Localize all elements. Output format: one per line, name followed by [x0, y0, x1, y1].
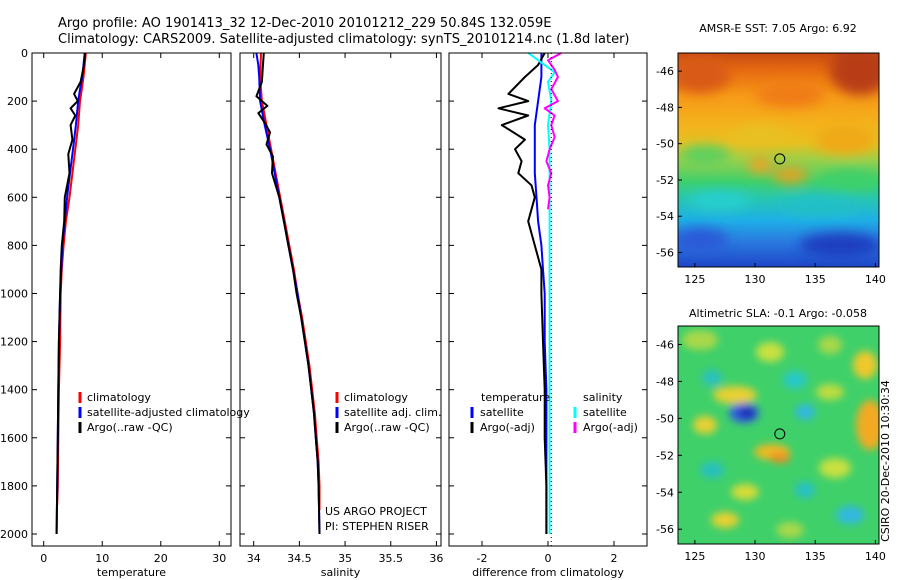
x-tick-label: 36 [429, 552, 443, 565]
legend-group-title: temperature [481, 391, 550, 404]
map-y-tick-label: -48 [656, 101, 674, 114]
map-y-tick-label: -50 [656, 138, 674, 151]
y-tick-label: 800 [7, 239, 28, 252]
map-y-tick-label: -54 [656, 210, 674, 223]
series-line-2 [497, 52, 548, 534]
map-y-tick-label: -56 [656, 523, 674, 536]
sst-map-axes: 125 130 135 140 -46 -48 -50 -52 -54 -56 [656, 65, 886, 286]
series-line-1 [259, 52, 321, 510]
map-y-tick-label: -50 [656, 412, 674, 425]
sla-map-title: Altimetric SLA: -0.1 Argo: -0.058 [689, 307, 867, 320]
map-y-tick-label: -46 [656, 338, 674, 351]
y-tick-label: 200 [7, 95, 28, 108]
sla-map-axes: 125 130 135 140 -46 -48 -50 -52 -54 -56 [656, 338, 886, 563]
map-x-tick-label: 140 [865, 273, 886, 286]
x-tick-label: 0 [40, 552, 47, 565]
legend-label: Argo(-adj) [583, 421, 638, 434]
series-line-3 [55, 52, 87, 535]
x-tick-label: 35.5 [379, 552, 404, 565]
legend-label: Argo(-adj) [480, 421, 535, 434]
plot-frame [239, 52, 442, 547]
sst-map-title: AMSR-E SST: 7.05 Argo: 6.92 [699, 22, 857, 35]
y-tick-label: 1000 [0, 287, 28, 300]
timestamp-stamp: CSIRO 20-Dec-2010 10:30:34 [879, 380, 892, 542]
sla-argo-location-marker [774, 428, 786, 440]
map-x-tick-label: 125 [684, 273, 705, 286]
x-axis-label: temperature [97, 566, 166, 579]
sla-map-frame [677, 325, 880, 545]
map-y-tick-label: -52 [656, 449, 674, 462]
credit-pi: PI: STEPHEN RISER [325, 520, 429, 533]
y-tick-label: 400 [7, 143, 28, 156]
sst-field [678, 53, 879, 267]
legend-label: satellite [480, 406, 524, 419]
map-x-tick-label: 130 [745, 550, 766, 563]
y-tick-label: 1600 [0, 432, 28, 445]
legend-label: satellite [583, 406, 627, 419]
map-y-tick-label: -46 [656, 65, 674, 78]
x-tick-label: 0 [545, 552, 552, 565]
map-x-tick-label: 130 [745, 273, 766, 286]
figure-title-line2: Climatology: CARS2009. Satellite-adjuste… [58, 32, 630, 47]
sst-map: AMSR-E SST: 7.05 Argo: 6.92 125 130 135 140… [656, 22, 886, 286]
sla-map: Altimetric SLA: -0.1 Argo: -0.058 [656, 307, 886, 563]
legend-label: satellite-adjusted climatology [87, 406, 250, 419]
sst-argo-location-marker [774, 153, 786, 165]
x-tick-label: 34.5 [287, 552, 312, 565]
map-x-tick-label: 135 [805, 273, 826, 286]
sla-field [678, 326, 879, 544]
legend-label: Argo(..raw -QC) [87, 421, 173, 434]
series-line-3 [255, 52, 321, 535]
map-y-tick-label: -56 [656, 246, 674, 259]
credit-project: US ARGO PROJECT [325, 505, 427, 518]
map-x-tick-label: 125 [684, 550, 705, 563]
x-axis-label: salinity [321, 566, 361, 579]
map-y-tick-label: -48 [656, 375, 674, 388]
legend-group-title: salinity [583, 391, 623, 404]
x-tick-label: -2 [477, 552, 488, 565]
salinity-panel: 34 34.5 35 35.5 36 salinity climatology satelli… [239, 52, 443, 579]
sst-map-frame [677, 52, 880, 268]
y-tick-label: 1200 [0, 336, 28, 349]
y-tick-label: 2000 [0, 528, 28, 541]
x-tick-label: 20 [154, 552, 168, 565]
x-tick-label: 10 [95, 552, 109, 565]
legend-label: climatology [344, 391, 408, 404]
map-x-tick-label: 140 [865, 550, 886, 563]
x-axis-label: difference from climatology [472, 566, 624, 579]
y-tick-label: 0 [21, 47, 28, 60]
y-tick-label: 1800 [0, 480, 28, 493]
map-y-tick-label: -54 [656, 486, 674, 499]
y-tick-label: 600 [7, 191, 28, 204]
x-tick-label: 2 [611, 552, 618, 565]
series-line-4 [543, 52, 562, 210]
legend-label: satellite adj. clim. [344, 406, 441, 419]
series-line-1 [533, 53, 548, 534]
x-tick-label: 35 [338, 552, 352, 565]
x-tick-label: 34 [247, 552, 261, 565]
map-y-tick-label: -52 [656, 174, 674, 187]
y-tick-label: 1400 [0, 384, 28, 397]
x-tick-label: 30 [212, 552, 226, 565]
legend-label: Argo(..raw -QC) [344, 421, 430, 434]
temperature-panel: 0 10 20 30 0 200 400 600 800 1000 1200 1400 1600 1800… [0, 47, 250, 579]
figure-title-line1: Argo profile: AO 1901413_32 12-Dec-2010 … [58, 16, 552, 31]
legend-label: climatology [87, 391, 151, 404]
plot-frame [31, 52, 232, 547]
map-x-tick-label: 135 [805, 550, 826, 563]
